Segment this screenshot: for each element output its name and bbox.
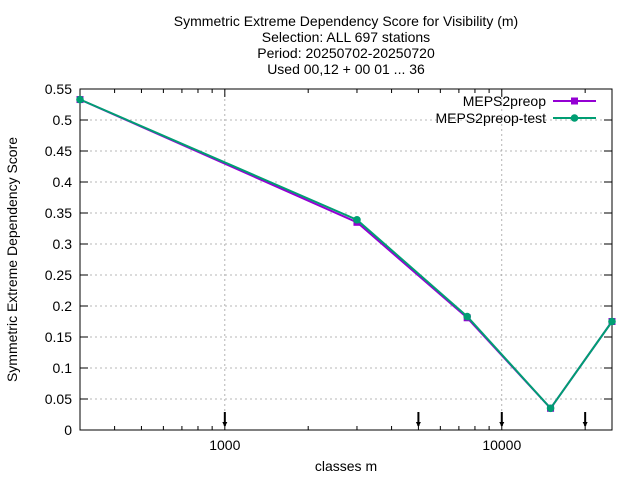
y-tick-label: 0.2 <box>53 298 73 314</box>
data-point <box>463 312 471 321</box>
class-marker-arrowhead <box>415 422 421 427</box>
y-tick-label: 0 <box>64 422 72 438</box>
y-tick-label: 0.4 <box>53 174 73 190</box>
data-point <box>608 317 616 326</box>
series-meps2preop-test <box>76 95 616 413</box>
x-axis-label: classes m <box>315 458 377 474</box>
plot-frame <box>79 88 613 431</box>
legend-label: MEPS2preop <box>463 93 546 109</box>
y-tick-label: 0.55 <box>45 81 72 97</box>
data-series <box>76 95 616 413</box>
y-tick-label: 0.45 <box>45 143 72 159</box>
x-tick-label: 1000 <box>209 437 240 453</box>
y-tick-label: 0.05 <box>45 391 72 407</box>
y-tick-label: 0.25 <box>45 267 72 283</box>
chart-title: Symmetric Extreme Dependency Score for V… <box>174 13 518 77</box>
series-line <box>79 98 613 410</box>
y-tick-label: 0.3 <box>53 236 73 252</box>
y-tick-label: 0.15 <box>45 329 72 345</box>
grid-lines <box>80 89 612 430</box>
class-marker-arrowhead <box>499 422 505 427</box>
title-line: Period: 20250702-20250720 <box>257 45 435 61</box>
title-line: Symmetric Extreme Dependency Score for V… <box>174 13 518 29</box>
legend-swatch-marker <box>571 97 578 105</box>
data-point <box>76 95 84 104</box>
series-line <box>79 98 613 410</box>
x-axis-ticks: 1000 10000 <box>114 89 586 453</box>
data-point <box>353 216 361 224</box>
y-tick-label: 0.5 <box>53 112 73 128</box>
title-line: Selection: ALL 697 stations <box>262 29 430 45</box>
legend-swatch-marker <box>570 114 579 122</box>
x-tick-label: 10000 <box>482 437 521 453</box>
y-tick-label: 0.35 <box>45 205 72 221</box>
class-marker-arrows <box>222 412 588 427</box>
y-axis-ticks: 0 0.05 0.1 0.15 0.2 0.25 0.3 0.35 0.4 0.45 0.5 0.55 <box>45 81 612 438</box>
legend-label: MEPS2preop-test <box>436 110 547 126</box>
title-line: Used 00,12 + 00 01 ... 36 <box>267 61 425 77</box>
data-point <box>546 404 555 413</box>
class-marker-arrowhead <box>582 422 588 427</box>
class-marker-arrowhead <box>222 422 228 427</box>
y-tick-label: 0.1 <box>53 360 73 376</box>
series-meps2preop <box>76 96 616 412</box>
y-axis-label: Symmetric Extreme Dependency Score <box>4 137 20 382</box>
